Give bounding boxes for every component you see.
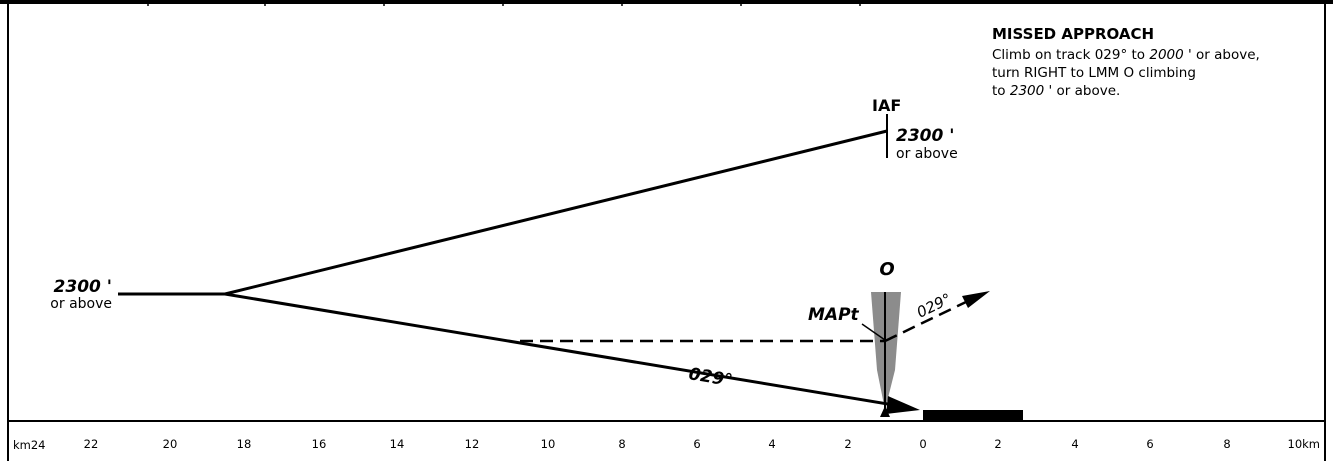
final-approach-arrowhead xyxy=(886,396,920,414)
missed-approach-heading: MISSED APPROACH xyxy=(992,25,1154,43)
scale-left-unit: km24 xyxy=(13,438,46,452)
top-frame xyxy=(0,0,1333,440)
threshold-marker xyxy=(880,406,890,417)
mapt-label: MAPt xyxy=(808,305,860,325)
runway xyxy=(923,410,1023,421)
initial-fix-constraint: or above xyxy=(50,296,112,312)
missed-approach-line-1: Climb on track 029° to 2000 ' or above, xyxy=(992,47,1260,63)
scale-tick-10: 10 xyxy=(541,437,556,451)
iaf-route xyxy=(224,129,888,296)
iaf-constraint: or above xyxy=(896,146,958,162)
final-track-label: 029° xyxy=(687,364,734,391)
missed-approach-block: MISSED APPROACH Climb on track 029° to 2… xyxy=(992,25,1260,99)
distance-scale: km24 10km 22 20 18 16 14 12 10 8 6 4 2 0… xyxy=(7,420,1326,461)
scale-right-unit: 10km xyxy=(1288,437,1321,451)
scale-tick-22: 22 xyxy=(84,437,99,451)
initial-fix: 2300 ' or above xyxy=(50,277,225,312)
missed-track-label: 029° xyxy=(914,290,954,322)
final-approach-route xyxy=(224,292,895,407)
missed-approach-line-2: turn RIGHT to LMM O climbing xyxy=(992,65,1196,81)
mapt-leader xyxy=(861,323,886,341)
scale-tick-8-after: 8 xyxy=(1223,437,1230,451)
scale-tick-2: 2 xyxy=(844,437,851,451)
scale-tick-4-after: 4 xyxy=(1071,437,1078,451)
scale-tick-8: 8 xyxy=(618,437,625,451)
scale-tick-6-after: 6 xyxy=(1146,437,1153,451)
scale-tick-0: 0 xyxy=(919,437,926,451)
scale-tick-6: 6 xyxy=(693,437,700,451)
scale-tick-12: 12 xyxy=(465,437,480,451)
missed-approach-line-3: to 2300 ' or above. xyxy=(992,83,1120,99)
missed-approach-climb-path xyxy=(884,300,967,343)
outer-marker: O xyxy=(879,259,895,417)
scale-tick-2-after: 2 xyxy=(994,437,1001,451)
iaf-label: IAF xyxy=(872,96,901,115)
initial-fix-altitude: 2300 ' xyxy=(54,277,112,297)
scale-tick-16: 16 xyxy=(312,437,327,451)
scale-tick-4: 4 xyxy=(768,437,775,451)
iaf-fix: IAF 2300 ' or above xyxy=(872,96,958,162)
scale-tick-18: 18 xyxy=(237,437,252,451)
scale-tick-14: 14 xyxy=(390,437,405,451)
missed-approach-arrowhead xyxy=(962,291,990,308)
scale-tick-20: 20 xyxy=(163,437,178,451)
outer-marker-label: O xyxy=(879,259,894,280)
iaf-altitude: 2300 ' xyxy=(896,126,954,146)
